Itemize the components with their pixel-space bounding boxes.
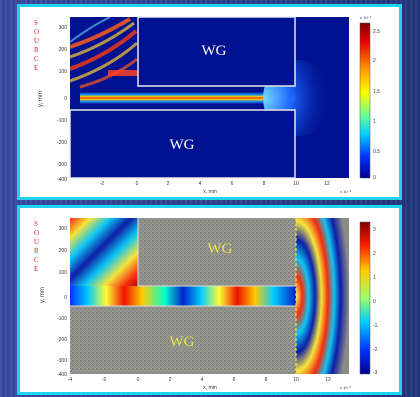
svg-text:4: 4 xyxy=(199,181,202,187)
svg-text:-400: -400 xyxy=(57,372,67,378)
svg-text:-2: -2 xyxy=(100,181,105,187)
wg-lower-label: WG xyxy=(170,334,195,350)
svg-text:0: 0 xyxy=(64,295,67,301)
svg-text:S: S xyxy=(34,19,38,27)
svg-text:2: 2 xyxy=(373,58,376,64)
y-tick-labels: 300 200 100 0 -100 -200 -300 -400 xyxy=(57,25,67,183)
colorbar-exponent: x 10⁻³ xyxy=(360,15,372,20)
svg-text:-1: -1 xyxy=(373,323,378,329)
svg-text:-300: -300 xyxy=(57,162,67,168)
svg-text:-300: -300 xyxy=(57,358,67,364)
y-axis-label: y, mm xyxy=(40,287,46,303)
svg-text:E: E xyxy=(34,265,38,273)
svg-text:2.5: 2.5 xyxy=(373,29,380,35)
svg-text:200: 200 xyxy=(59,248,68,254)
svg-text:6: 6 xyxy=(231,181,234,187)
wg-upper-label: WG xyxy=(208,241,233,257)
svg-text:300: 300 xyxy=(59,226,68,232)
svg-text:0: 0 xyxy=(373,175,376,181)
svg-text:0: 0 xyxy=(64,96,67,102)
svg-text:3: 3 xyxy=(373,227,376,233)
svg-text:-200: -200 xyxy=(57,337,67,343)
top-field-plot-panel: WG WG S O U R C E y, mm 300 200 100 0 -1… xyxy=(17,4,402,200)
x-tick-labels: -4 -2 0 2 4 6 8 10 12 xyxy=(68,377,331,383)
svg-text:4: 4 xyxy=(201,377,204,383)
colorbar xyxy=(359,22,371,179)
svg-text:O: O xyxy=(34,28,39,36)
svg-text:0: 0 xyxy=(136,181,139,187)
svg-text:2: 2 xyxy=(373,251,376,257)
svg-text:-4: -4 xyxy=(68,377,73,383)
svg-text:-100: -100 xyxy=(57,316,67,322)
svg-text:R: R xyxy=(34,247,39,255)
x-axis-label: x, mm xyxy=(203,189,217,195)
svg-text:1: 1 xyxy=(373,119,376,125)
svg-text:6: 6 xyxy=(233,377,236,383)
bottom-field-plot-panel: WG WG S O U R C E y, mm 300 200 100 0 -1… xyxy=(17,205,402,395)
wg-lower-label: WG xyxy=(170,137,195,153)
svg-text:2: 2 xyxy=(169,377,172,383)
svg-text:10: 10 xyxy=(293,181,299,187)
svg-text:10: 10 xyxy=(293,377,299,383)
svg-text:O: O xyxy=(34,229,39,237)
top-field-plot: WG WG S O U R C E y, mm 300 200 100 0 -1… xyxy=(34,15,380,195)
svg-text:1.5: 1.5 xyxy=(373,89,380,95)
svg-text:8: 8 xyxy=(265,377,268,383)
svg-text:R: R xyxy=(34,46,39,54)
svg-text:8: 8 xyxy=(263,181,266,187)
svg-text:200: 200 xyxy=(59,47,68,53)
svg-text:2: 2 xyxy=(167,181,170,187)
lower-waveguide-block xyxy=(69,109,296,179)
svg-text:C: C xyxy=(34,55,39,63)
bottom-field-plot: WG WG S O U R C E y, mm 300 200 100 0 -1… xyxy=(34,218,378,391)
x-axis-label: x, mm xyxy=(203,385,217,391)
svg-text:C: C xyxy=(34,256,39,264)
x-exponent: x 10⁻³ xyxy=(340,385,352,390)
svg-text:300: 300 xyxy=(59,25,68,31)
svg-text:E: E xyxy=(34,64,38,72)
wg-upper-label: WG xyxy=(202,43,227,59)
svg-text:0: 0 xyxy=(137,377,140,383)
svg-text:-400: -400 xyxy=(57,177,67,183)
svg-text:-100: -100 xyxy=(57,118,67,124)
y-tick-labels: 300 200 100 0 -100 -200 -300 -400 xyxy=(57,226,67,378)
colorbar-tick-labels: 3 2 1 0 -1 -2 -3 xyxy=(373,227,378,376)
x-exponent: x 10⁻³ xyxy=(340,189,352,194)
svg-text:12: 12 xyxy=(324,181,330,187)
svg-text:0.5: 0.5 xyxy=(373,149,380,155)
source-label: S O U R C E xyxy=(34,220,39,273)
svg-text:0: 0 xyxy=(373,299,376,305)
x-tick-labels: -2 0 2 4 6 8 10 12 xyxy=(100,181,330,187)
svg-text:-3: -3 xyxy=(373,370,378,376)
y-axis-label: y, mm xyxy=(38,91,44,107)
svg-text:U: U xyxy=(34,37,39,45)
colorbar xyxy=(359,221,371,375)
colorbar-tick-labels: 2.5 2 1.5 1 0.5 0 xyxy=(373,29,380,181)
svg-text:-200: -200 xyxy=(57,140,67,146)
svg-text:-2: -2 xyxy=(373,347,378,353)
svg-text:U: U xyxy=(34,238,39,246)
svg-text:100: 100 xyxy=(59,69,68,75)
source-label: S O U R C E xyxy=(34,19,39,72)
svg-text:1: 1 xyxy=(373,275,376,281)
svg-text:12: 12 xyxy=(325,377,331,383)
svg-text:100: 100 xyxy=(59,270,68,276)
upper-waveguide-block xyxy=(137,16,296,87)
svg-text:-2: -2 xyxy=(102,377,107,383)
svg-text:S: S xyxy=(34,220,38,228)
